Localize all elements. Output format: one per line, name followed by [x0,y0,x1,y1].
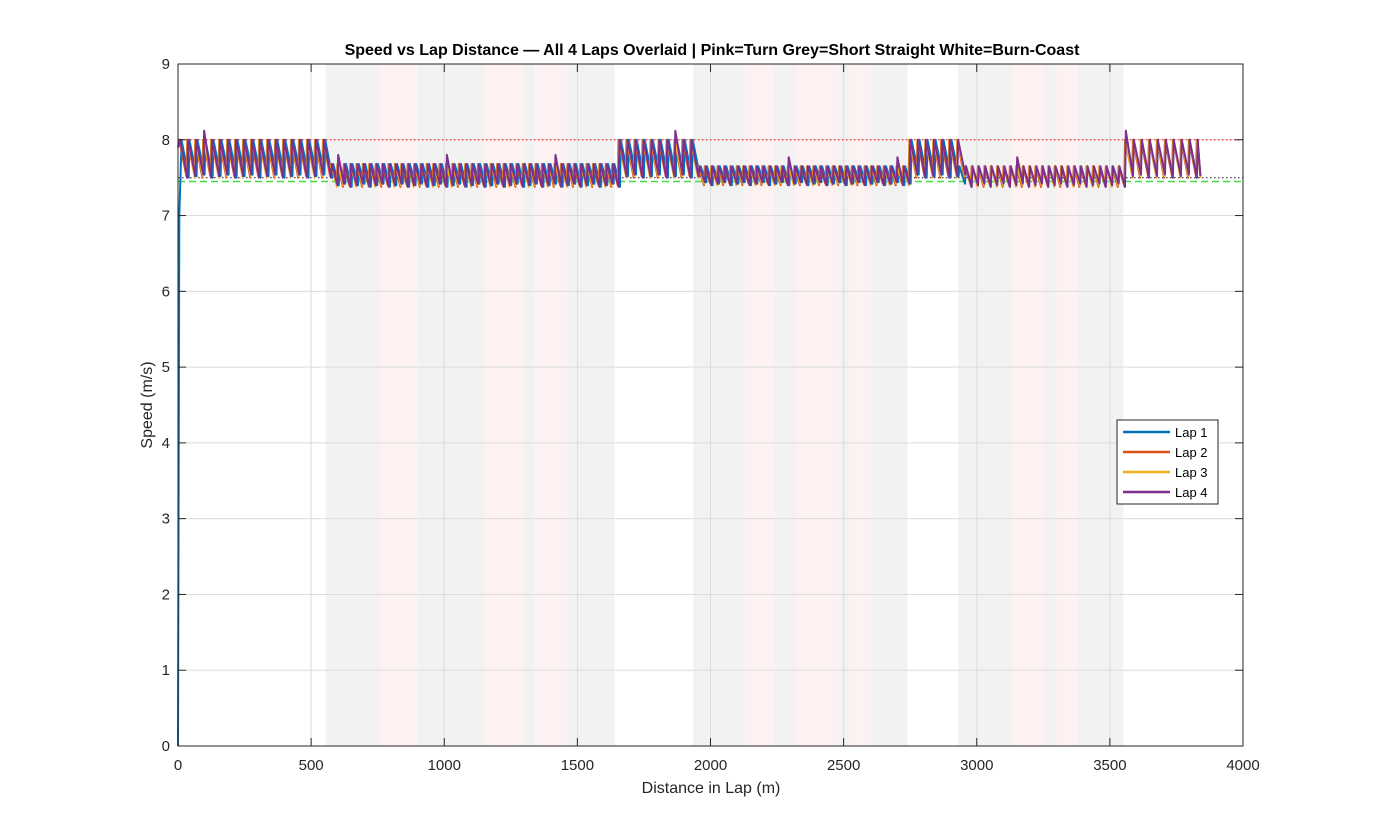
x-tick-label-1: 500 [299,757,324,774]
y-tick-label-3: 3 [162,511,170,528]
x-tick-label-2: 1000 [428,757,461,774]
x-tick-label-6: 3000 [960,757,993,774]
x-axis-label: Distance in Lap (m) [642,780,781,797]
x-tick-label-4: 2000 [694,757,727,774]
legend-label-lap-4: Lap 4 [1175,485,1208,500]
series-line-lap-4 [177,129,1202,188]
segment-turn-12 [848,64,871,746]
x-tick-label-5: 2500 [827,757,860,774]
y-tick-label-5: 5 [162,359,170,376]
series-lines [177,129,1202,747]
legend: Lap 1 Lap 2 Lap 3 Lap 4 [1116,419,1219,505]
y-tick-label-8: 8 [162,132,170,149]
y-tick-label-2: 2 [162,586,170,603]
legend-label-lap-1: Lap 1 [1175,425,1208,440]
segment-grey-16 [1043,64,1057,746]
chart-title: Speed vs Lap Distance — All 4 Laps Overl… [345,42,1081,59]
segment-grey-9 [774,64,796,746]
y-tick-label-0: 0 [162,738,170,755]
legend-label-lap-2: Lap 2 [1175,445,1208,460]
x-tick-label-0: 0 [174,757,182,774]
x-tick-label-8: 4000 [1226,757,1259,774]
y-tick-label-9: 9 [162,56,170,73]
legend-label-lap-3: Lap 3 [1175,465,1208,480]
x-tick-label-7: 3500 [1093,757,1126,774]
legend-box [1116,419,1219,505]
y-tick-label-6: 6 [162,283,170,300]
x-tick-label-3: 1500 [561,757,594,774]
y-axis-label: Speed (m/s) [139,361,156,448]
segment-grey-4 [524,64,535,746]
segment-turn-17 [1056,64,1078,746]
y-tick-label-1: 1 [162,662,170,679]
y-tick-label-7: 7 [162,208,170,225]
axis-ticks: 0 500 1000 1500 2000 2500 3000 3500 4000 0 1 2 3 4 5 6 7… [162,56,1260,774]
y-tick-label-4: 4 [162,435,170,452]
